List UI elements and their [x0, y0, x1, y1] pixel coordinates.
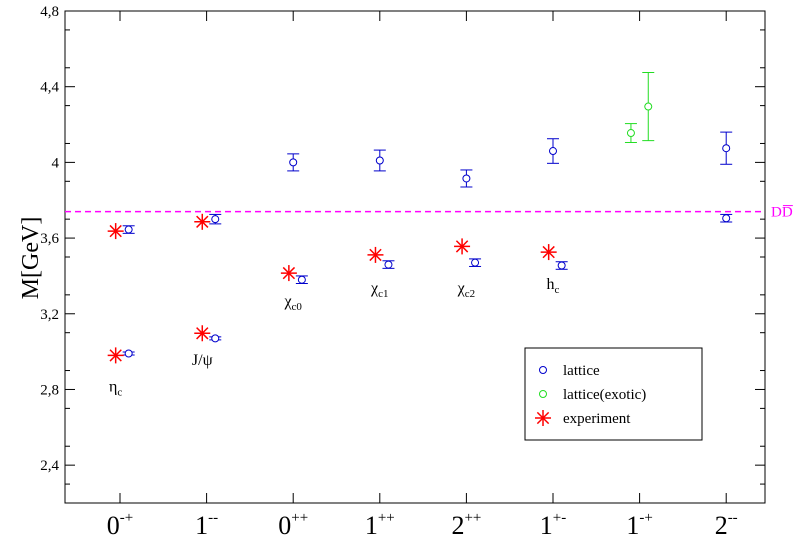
data-point-lattice	[384, 260, 393, 269]
data-point-lattice	[297, 275, 306, 284]
x-tick-label: 2--	[715, 510, 738, 540]
data-point-experiment	[280, 265, 297, 282]
state-annotation: χc0	[283, 293, 302, 313]
y-tick-label: 4	[52, 155, 60, 171]
state-annotation: ηc	[109, 378, 122, 398]
state-annotation: χc1	[370, 280, 389, 300]
data-point-experiment	[194, 325, 211, 342]
data-point-lattice	[124, 349, 133, 358]
data-point-experiment	[540, 244, 557, 261]
x-tick-label: 0-+	[107, 510, 133, 540]
y-axis-label: M[GeV]	[18, 217, 44, 300]
data-point-lattice	[722, 144, 731, 153]
y-tick-label: 2,8	[40, 382, 59, 398]
legend-marker	[539, 366, 547, 374]
data-point-lattice	[557, 261, 566, 270]
x-tick-label: 1++	[365, 510, 395, 540]
legend-label: lattice	[563, 363, 600, 379]
x-tick-label: 1-+	[626, 510, 652, 540]
x-tick-label: 2++	[451, 510, 481, 540]
legend-marker	[539, 390, 547, 398]
data-point-lattice	[289, 158, 298, 167]
state-annotation: J/ψ	[192, 352, 213, 369]
data-point-lattice	[124, 225, 133, 234]
plot-area: 2,4 2,8 3,2 3,6 4 4,4 4,8 0-+ 1-- 0++ 1++ 2++ 1+- 1-+…	[40, 4, 793, 540]
data-point-lattice	[211, 215, 220, 224]
data-point-experiment	[107, 223, 124, 240]
y-tick-label: 3,2	[40, 307, 59, 323]
data-point-lattice	[375, 156, 384, 165]
data-point-lattice	[471, 258, 480, 267]
dd-threshold-label: DD	[771, 205, 793, 221]
y-tick-label: 4,8	[40, 4, 59, 20]
data-point-latticeexotic	[644, 102, 653, 111]
data-point-latticeexotic	[626, 129, 635, 138]
x-tick-label: 1--	[195, 510, 218, 540]
legend-marker	[535, 410, 551, 426]
data-point-experiment	[194, 213, 211, 230]
x-tick-label: 0++	[278, 510, 308, 540]
data-point-lattice	[722, 214, 731, 223]
data-point-lattice	[211, 334, 220, 343]
data-point-lattice	[549, 147, 557, 156]
data-point-experiment	[107, 347, 124, 364]
state-annotation: χc2	[457, 280, 476, 300]
x-tick-label: 1+-	[540, 510, 566, 540]
y-tick-label: 2,4	[40, 458, 59, 474]
data-point-lattice	[462, 174, 471, 183]
y-tick-label: 4,4	[40, 80, 59, 96]
legend-label: experiment	[563, 411, 631, 427]
legend-box	[524, 347, 703, 441]
legend-label: lattice(exotic)	[563, 387, 646, 403]
data-point-experiment	[454, 238, 471, 255]
y-tick-label: 3,6	[40, 231, 59, 247]
legend: lattice lattice(exotic) experiment	[524, 347, 703, 441]
data-point-experiment	[367, 246, 384, 263]
state-annotation: hc	[547, 276, 560, 296]
